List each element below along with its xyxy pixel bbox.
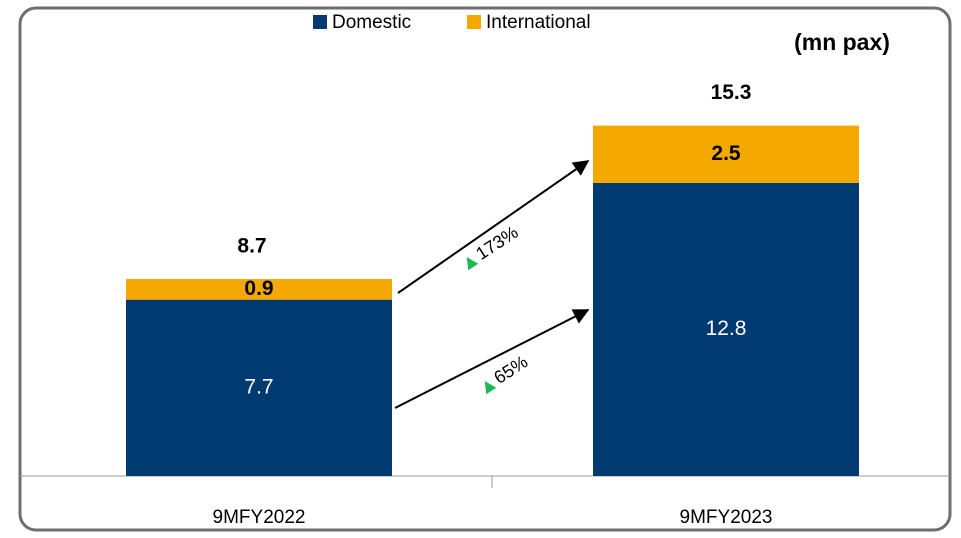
bar-segment bbox=[126, 299, 392, 476]
value-label: 12.8 bbox=[706, 317, 747, 340]
total-label: 15.3 bbox=[711, 81, 752, 104]
value-label: 7.7 bbox=[244, 375, 273, 398]
growth-arrow bbox=[394, 309, 590, 409]
up-triangle bbox=[484, 380, 497, 395]
value-label: 0.9 bbox=[244, 277, 273, 300]
up-triangle bbox=[466, 256, 479, 271]
bar-segment bbox=[126, 279, 392, 300]
value-label: 2.5 bbox=[711, 142, 741, 165]
legend-swatch bbox=[313, 15, 327, 29]
legend-label: International bbox=[486, 12, 591, 33]
legend-label: Domestic bbox=[332, 12, 411, 33]
total-label: 8.7 bbox=[237, 235, 266, 258]
bar-segment bbox=[593, 182, 859, 476]
bar-segment bbox=[593, 125, 859, 183]
unit-label: (mn pax) bbox=[794, 29, 890, 55]
x-tick-label: 9MFY2023 bbox=[680, 507, 773, 528]
legend-swatch bbox=[467, 15, 481, 29]
growth-arrow bbox=[397, 160, 590, 294]
x-tick-label: 9MFY2022 bbox=[213, 507, 306, 528]
